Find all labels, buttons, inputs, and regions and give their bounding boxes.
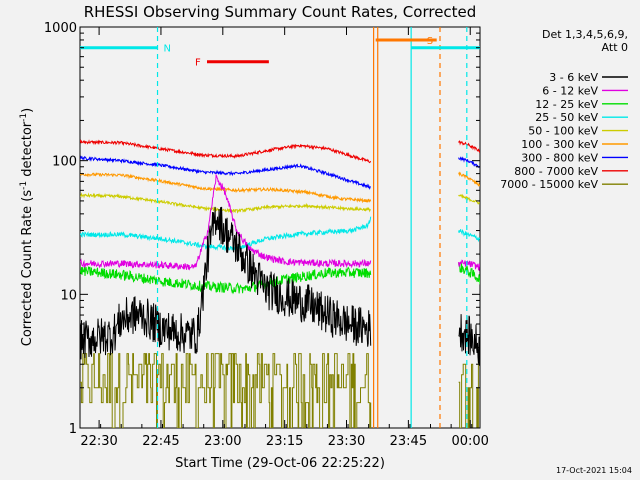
chart-title: RHESSI Observing Summary Count Rates, Co… [84,3,477,21]
legend-label-50-100-kev: 50 - 100 keV [528,125,598,138]
x-tick-label: 23:00 [204,434,241,449]
legend-label-7000-15000-kev: 7000 - 15000 keV [500,178,598,191]
series-line-800-7000-kev [80,139,480,164]
x-tick-label: 23:30 [328,434,365,449]
legend-label-25-50-kev: 25 - 50 keV [535,111,598,124]
series-line-3-6-kev [80,206,480,366]
legend-label-6-12-kev: 6 - 12 keV [542,84,598,97]
legend-header-line-1: Det 1,3,4,5,6,9, [542,28,628,41]
legend-label-12-25-kev: 12 - 25 keV [535,98,598,111]
x-tick-label: 23:45 [390,434,427,449]
y-tick-label: 1 [69,422,77,437]
plot-frame [79,26,481,429]
series-line-50-100-kev [80,192,480,214]
legend-label-800-7000-kev: 800 - 7000 keV [514,165,598,178]
legend-label-3-6-kev: 3 - 6 keV [549,71,598,84]
y-axis-label: Corrected Count Rate (s-1 detector-1) [19,108,35,346]
series-line-100-300-kev [80,171,480,204]
y-tick-label: 1000 [44,21,77,36]
x-tick-label: 00:00 [451,434,488,449]
legend-header-line-2: Att 0 [602,41,628,54]
series-line-7000-15000-kev [80,353,480,428]
series-line-25-50-kev [80,216,480,253]
series-line-300-800-kev [80,155,480,190]
y-tick-label: 100 [52,155,77,170]
x-tick-label: 22:30 [80,434,117,449]
y-tick-label: 10 [60,288,77,303]
series-line-6-12-kev [80,173,480,272]
axes-group: 22:30 22:45 23:00 23:15 23:30 23:45 00:00 1 10 10… [44,21,489,449]
flag-label-n: N [164,44,171,55]
x-tick-label: 23:15 [266,434,303,449]
flag-label-s: S [427,36,433,47]
x-tick-label: 22:45 [142,434,179,449]
legend-label-100-300-kev: 100 - 300 keV [521,138,598,151]
render-timestamp: 17-Oct-2021 15:04 [556,466,632,475]
series-line-12-25-kev [80,263,480,295]
x-axis-label: Start Time (29-Oct-06 22:25:22) [175,456,385,471]
data-series-group [80,139,480,428]
flag-label-f: F [195,58,201,69]
flag-and-marker-group: N F S [80,27,480,428]
legend-label-300-800-kev: 300 - 800 keV [521,151,598,164]
